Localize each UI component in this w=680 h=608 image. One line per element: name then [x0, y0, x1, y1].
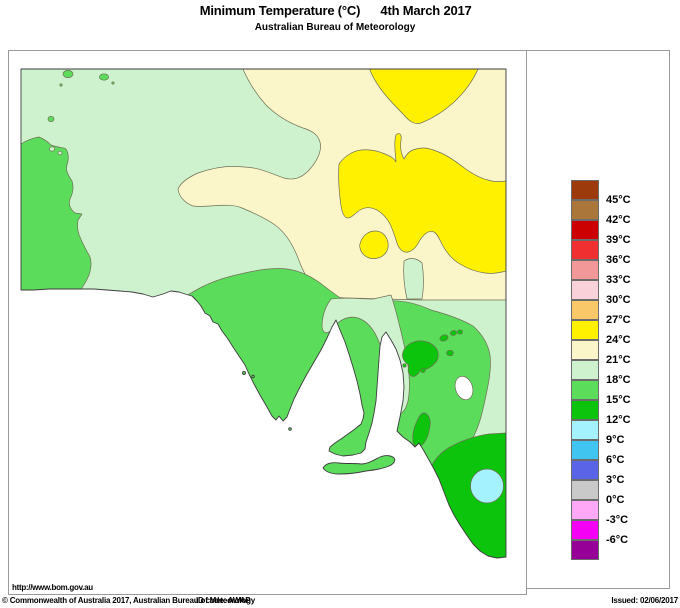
legend-label: 21°C — [606, 354, 631, 366]
legend-swatch — [571, 480, 599, 500]
islet — [242, 371, 246, 375]
legend-frame: 45°C 42°C 39°C 36°C 33°C 30°C 27°C 24°C 21°C 18°C… — [526, 50, 670, 589]
legend-label: 27°C — [606, 314, 631, 326]
region-12-15-dot — [446, 349, 454, 357]
legend-label: 18°C — [606, 374, 631, 386]
legend-label: -6°C — [606, 534, 629, 546]
region-15-18-dot — [59, 83, 63, 87]
region-15-18-west — [21, 136, 92, 293]
legend-swatch — [571, 320, 599, 340]
legend-label: 36°C — [606, 254, 631, 266]
legend-label: 33°C — [606, 274, 631, 286]
legend-swatch — [571, 500, 599, 520]
legend-swatch — [571, 520, 599, 540]
legend-label: 9°C — [606, 434, 625, 446]
legend-swatch — [571, 220, 599, 240]
footer-id-code: ID code: AWAP — [196, 596, 251, 605]
legend-swatch — [571, 240, 599, 260]
legend-label: 12°C — [606, 414, 631, 426]
region-24-27-small-blob — [359, 230, 389, 259]
legend-label: 30°C — [606, 294, 631, 306]
footer-copyright: © Commonwealth of Australia 2017, Austra… — [2, 596, 256, 605]
legend-swatch — [571, 280, 599, 300]
region-18-21-hole — [49, 146, 55, 152]
lake — [454, 375, 474, 401]
sa-temperature-map — [20, 68, 507, 559]
legend-label: 6°C — [606, 454, 625, 466]
legend-swatch — [571, 200, 599, 220]
legend-swatch — [571, 440, 599, 460]
islet — [251, 374, 255, 379]
islet — [288, 427, 292, 431]
region-9-12-spot — [470, 468, 504, 504]
legend-swatch — [571, 180, 599, 200]
region-12-15-dot — [439, 334, 449, 342]
kangaroo-island — [322, 455, 396, 475]
map-frame: http://www.bom.gov.au — [8, 50, 527, 595]
legend-label: 42°C — [606, 214, 631, 226]
legend-label: 3°C — [606, 474, 625, 486]
legend-swatch — [571, 540, 599, 560]
region-12-15-blob — [402, 340, 439, 377]
legend-swatch — [571, 340, 599, 360]
region-15-18-dot — [111, 81, 115, 85]
region-18-21-finger — [403, 258, 424, 300]
legend-bar: 45°C 42°C 39°C 36°C 33°C 30°C 27°C 24°C 21°C 18°C… — [571, 180, 631, 560]
region-12-15-dot — [402, 363, 407, 368]
region-24-27-main — [338, 133, 506, 274]
footer-issued: Issued: 02/06/2017 — [611, 596, 678, 605]
title-date: 4th March 2017 — [380, 3, 472, 18]
region-15-18-dot — [99, 73, 109, 81]
region-12-15-dot — [420, 367, 426, 374]
region-12-15-dot — [449, 330, 458, 336]
legend-label: 0°C — [606, 494, 625, 506]
legend-swatch — [571, 460, 599, 480]
url-watermark: http://www.bom.gov.au — [12, 583, 93, 592]
legend-swatch — [571, 300, 599, 320]
region-24-27-north — [368, 69, 480, 124]
legend-label: 24°C — [606, 334, 631, 346]
legend-swatch — [571, 400, 599, 420]
region-15-18-dot — [62, 70, 74, 78]
region-12-15-dot — [457, 329, 463, 335]
legend-label: 15°C — [606, 394, 631, 406]
legend-swatch — [571, 360, 599, 380]
legend-label: 45°C — [606, 194, 631, 206]
page-title: Minimum Temperature (°C) — [199, 3, 361, 18]
region-18-21-hole — [57, 150, 63, 156]
legend-swatch — [571, 420, 599, 440]
legend-swatch — [571, 380, 599, 400]
title-subtitle: Australian Bureau of Meteorology — [254, 22, 416, 33]
legend-swatch — [571, 260, 599, 280]
legend-label: -3°C — [606, 514, 629, 526]
legend-label: 39°C — [606, 234, 631, 246]
region-15-18-dot — [47, 116, 55, 122]
